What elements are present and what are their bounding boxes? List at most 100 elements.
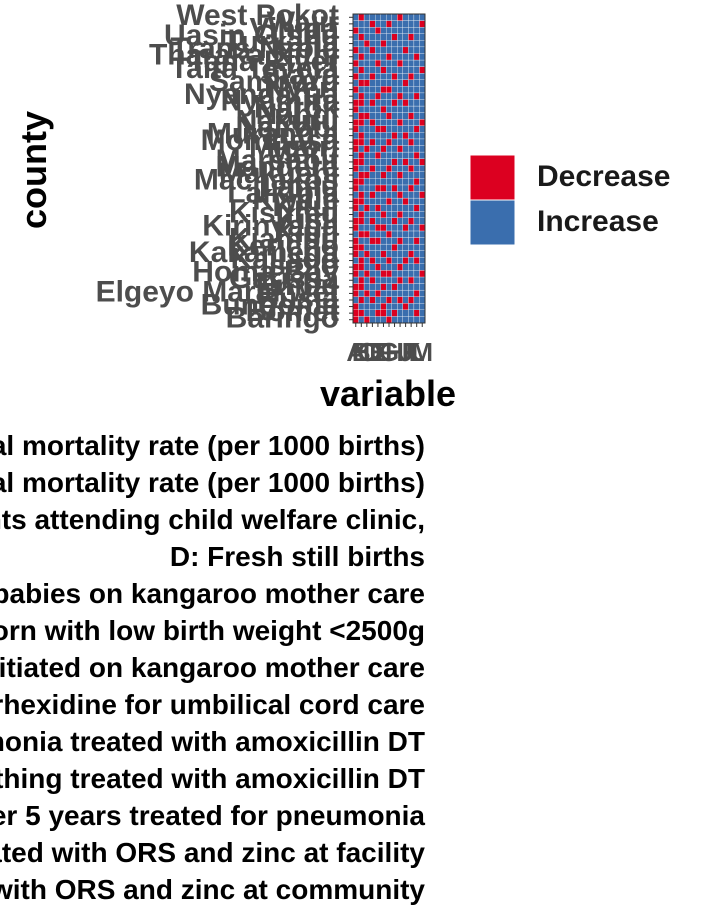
heatmap-cell <box>358 40 365 48</box>
heatmap-cell <box>408 132 415 140</box>
heatmap-cell <box>386 92 392 100</box>
heatmap-cell <box>386 224 392 232</box>
heatmap-cell <box>386 243 392 251</box>
heatmap-cell <box>402 99 409 107</box>
heatmap-cell <box>408 119 415 126</box>
heatmap-cell <box>369 53 376 61</box>
heatmap-cell <box>386 145 392 153</box>
heatmap-cell <box>363 86 370 94</box>
heatmap-cell <box>369 211 376 218</box>
heatmap-cell <box>363 230 370 238</box>
heatmap-cell <box>386 296 392 304</box>
heatmap-cell <box>380 309 387 317</box>
heatmap-cell <box>358 145 365 153</box>
heatmap-cell <box>408 204 415 212</box>
heatmap-cell <box>386 197 392 205</box>
heatmap-cell <box>391 158 398 166</box>
heatmap-cell <box>363 165 370 172</box>
y-tick-label: Kajiado <box>231 242 339 275</box>
heatmap-cell <box>397 211 403 218</box>
heatmap-cell <box>375 197 381 205</box>
heatmap-cell <box>413 26 420 34</box>
heatmap-cell <box>375 73 381 80</box>
heatmap-cell <box>402 46 409 54</box>
heatmap-cell <box>397 20 403 28</box>
heatmap-cell <box>380 250 387 258</box>
heatmap-cell <box>358 263 365 271</box>
heatmap-cell <box>358 119 365 126</box>
heatmap-cell <box>380 257 387 264</box>
heatmap-cell <box>419 243 426 251</box>
heatmap-cell <box>402 296 409 304</box>
heatmap-cell <box>358 59 365 67</box>
y-tick-label: Murang'a <box>207 118 339 151</box>
heatmap-cell <box>419 105 426 113</box>
heatmap-cell <box>408 217 415 225</box>
heatmap-cell <box>402 138 409 146</box>
heatmap-cell <box>391 276 398 284</box>
heatmap-cell <box>408 112 415 120</box>
heatmap-cell <box>408 263 415 271</box>
heatmap-cell <box>380 211 387 218</box>
y-axis-title: county <box>13 111 54 229</box>
heatmap-cell <box>408 283 415 291</box>
heatmap-cell <box>358 296 365 304</box>
heatmap-cell <box>402 125 409 133</box>
heatmap-cell <box>358 197 365 205</box>
y-tick-label: Migori <box>249 131 339 164</box>
heatmap-cell <box>386 138 392 146</box>
y-tick-label: Kakamega <box>189 236 339 269</box>
heatmap-cell <box>380 26 387 34</box>
heatmap-cell <box>363 79 370 87</box>
heatmap-cell <box>352 138 359 146</box>
y-tick-label: Busia <box>257 282 339 315</box>
heatmap-cell <box>386 316 392 324</box>
heatmap-cell <box>397 230 403 238</box>
heatmap-cell <box>391 99 398 107</box>
heatmap-cell <box>352 230 359 238</box>
x-tick-label: I <box>396 337 403 367</box>
heatmap-cell <box>397 53 403 61</box>
heatmap-cell <box>397 283 403 291</box>
heatmap-cell <box>408 138 415 146</box>
heatmap-cell <box>380 283 387 291</box>
heatmap-cell <box>380 145 387 153</box>
heatmap-cell <box>386 73 392 80</box>
heatmap-cell <box>402 171 409 179</box>
heatmap-cell <box>413 217 420 225</box>
heatmap-cell <box>352 217 359 225</box>
heatmap-cell <box>402 243 409 251</box>
heatmap-cell <box>380 33 387 41</box>
heatmap-cell <box>408 46 415 54</box>
heatmap-cell <box>352 257 359 264</box>
heatmap-cell <box>386 230 392 238</box>
heatmap-cell <box>375 296 381 304</box>
heatmap-cell <box>391 270 398 278</box>
heatmap-cell <box>408 289 415 297</box>
heatmap-cell <box>375 151 381 159</box>
heatmap-cell <box>380 105 387 113</box>
heatmap-cell <box>352 309 359 317</box>
heatmap-cell <box>358 79 365 87</box>
heatmap-cell <box>363 243 370 251</box>
heatmap-cell <box>369 237 376 245</box>
heatmap-cell <box>375 204 381 212</box>
heatmap-cell <box>358 158 365 166</box>
heatmap-cell <box>408 86 415 94</box>
heatmap-cell <box>386 20 392 28</box>
y-tick-label: Kisumu <box>229 196 339 229</box>
heatmap-cell <box>380 276 387 284</box>
heatmap-cell <box>352 33 359 41</box>
heatmap-cell <box>380 184 387 192</box>
heatmap-cell <box>402 86 409 94</box>
legend-swatch <box>469 199 516 246</box>
y-tick-label: Siaya <box>261 58 340 91</box>
y-tick-label: Embu <box>256 269 339 302</box>
heatmap-cell <box>363 191 370 199</box>
heatmap-cell <box>352 132 359 140</box>
heatmap-cell <box>413 250 420 258</box>
heatmap-cell <box>408 158 415 166</box>
heatmap-cell <box>375 53 381 61</box>
y-tick-label: Isiolo <box>261 249 339 282</box>
heatmap-cell <box>369 151 376 159</box>
